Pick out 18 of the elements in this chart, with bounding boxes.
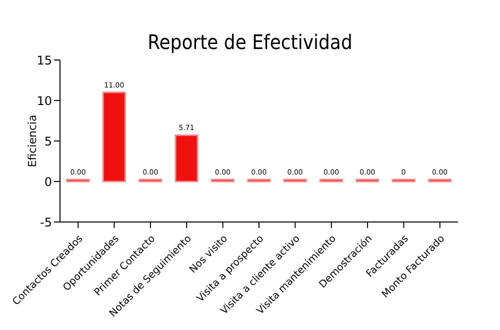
y-tick-label: 10 xyxy=(36,94,52,108)
bar xyxy=(428,178,452,182)
bar xyxy=(283,178,307,182)
bar xyxy=(174,134,198,182)
bar xyxy=(66,178,90,182)
bar xyxy=(392,178,416,182)
chart-title: Reporte de Efectividad xyxy=(146,30,354,54)
y-tick-label: 0 xyxy=(44,174,52,189)
bar xyxy=(210,178,234,182)
bar xyxy=(356,178,380,182)
bar xyxy=(102,92,126,182)
bar xyxy=(138,178,162,182)
bar xyxy=(320,178,344,182)
y-axis-title: Eficiencia xyxy=(26,114,39,168)
y-tick-label: -5 xyxy=(40,215,52,230)
y-tick-label: 5 xyxy=(44,134,52,148)
bar xyxy=(247,178,271,182)
y-tick-label: 15 xyxy=(36,53,52,68)
